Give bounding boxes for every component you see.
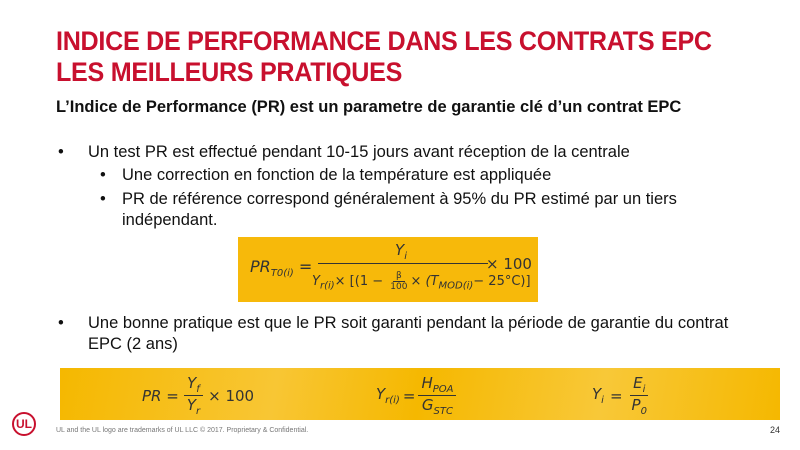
slide-subtitle: L’Indice de Performance (PR) est un para…: [56, 98, 682, 116]
bullet-marker: •: [100, 166, 106, 184]
footer-legal: UL and the UL logo are trademarks of UL …: [56, 427, 309, 434]
bullet-3: PR de référence correspond généralement …: [122, 190, 677, 229]
bullet-marker: •: [58, 314, 64, 332]
page-number: 24: [770, 425, 781, 435]
bullet-marker: •: [100, 190, 106, 208]
final-yield-formula: Yi = Ei P0: [592, 374, 649, 417]
definition-formulas: PR = Yf Yr × 100 Yr(i) = HPOA GSTC Yi = Ei P0: [60, 368, 780, 420]
bullet-2: Une correction en fonction de la tempéra…: [122, 166, 552, 184]
pr-formula: PR = Yf Yr × 100: [142, 374, 255, 417]
bullet-4: Une bonne pratique est que le PR soit ga…: [88, 314, 729, 353]
pr-temperature-formula: PRT0(i) = Yi Yr(i)× [(1 − β 100 × (TMOD(i)…: [238, 237, 538, 302]
ul-logo: UL: [12, 412, 36, 436]
slide-title: INDICE DE PERFORMANCE DANS LES CONTRATS …: [56, 26, 712, 87]
bullet-1: Un test PR est effectué pendant 10-15 jo…: [88, 143, 630, 161]
bullet-marker: •: [58, 143, 64, 161]
reference-yield-formula: Yr(i) = HPOA GSTC: [376, 374, 457, 417]
